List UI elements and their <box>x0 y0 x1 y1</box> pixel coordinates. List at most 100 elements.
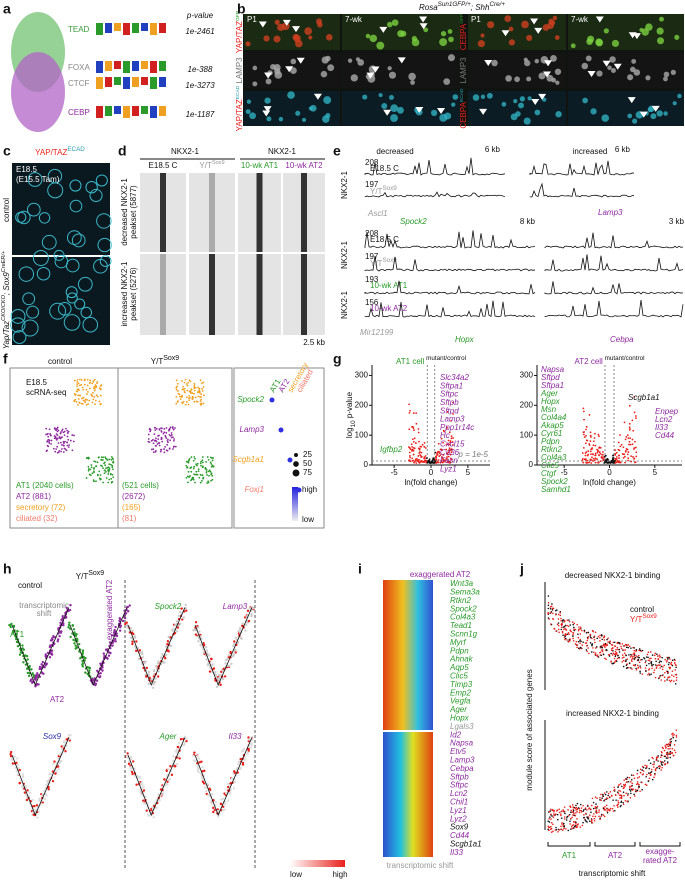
point <box>630 654 633 657</box>
cell-point <box>183 735 187 739</box>
point <box>552 617 554 620</box>
point <box>623 421 626 424</box>
cell-point <box>105 467 107 470</box>
cell <box>302 117 307 122</box>
cell-point <box>186 389 189 392</box>
cell-point <box>35 804 39 807</box>
arrowhead <box>264 72 273 79</box>
point <box>599 640 601 642</box>
cell-point <box>93 468 95 470</box>
cell-point <box>194 621 198 624</box>
cell-point <box>201 474 204 477</box>
cell-point <box>62 740 66 743</box>
cell <box>304 27 313 35</box>
point <box>639 672 642 674</box>
arrowhead <box>595 16 604 23</box>
cell-point <box>162 432 165 435</box>
cell-point <box>137 657 141 661</box>
point <box>587 450 590 453</box>
point <box>642 773 645 775</box>
point <box>598 809 600 811</box>
label: exagge- <box>646 847 675 856</box>
cell-point <box>109 463 112 466</box>
cell-point <box>15 770 18 773</box>
point <box>573 821 575 823</box>
label: AT1 cell mutant/control <box>396 355 466 366</box>
cell-point <box>193 465 196 468</box>
cell <box>362 94 368 100</box>
cell-point <box>193 386 196 388</box>
cell-point <box>244 629 247 632</box>
point <box>577 636 580 639</box>
point <box>609 807 612 810</box>
cell-point <box>145 809 148 812</box>
logo-letter <box>114 61 121 69</box>
text-part: Sox9 <box>212 160 225 166</box>
cell <box>677 93 682 99</box>
cell-point <box>171 427 174 430</box>
cell-point <box>229 650 232 654</box>
point <box>627 437 630 440</box>
point <box>616 642 619 645</box>
label: Vegfa <box>450 697 471 706</box>
cell <box>32 250 49 267</box>
point <box>637 666 640 669</box>
cell-point <box>31 681 34 684</box>
point <box>584 819 587 821</box>
text-part: Sun1GFP/+ <box>438 1 471 8</box>
cell <box>27 172 43 187</box>
point <box>423 457 426 460</box>
cell-point <box>93 389 96 392</box>
point <box>612 457 614 459</box>
label: Akap5 <box>540 421 564 430</box>
point <box>447 455 450 458</box>
point <box>675 666 677 669</box>
label: Hc <box>440 431 450 440</box>
cell-point <box>152 442 155 445</box>
cell <box>389 94 394 100</box>
cell-point <box>167 438 169 441</box>
point <box>595 803 597 805</box>
cell-point <box>210 466 213 468</box>
arrowhead <box>542 71 551 78</box>
cell-point <box>152 683 155 686</box>
point <box>652 766 655 768</box>
cell-point <box>173 438 175 440</box>
point <box>445 457 448 460</box>
cell-point <box>10 758 13 761</box>
cell-point <box>107 466 110 469</box>
label: Wnt3a <box>450 579 474 588</box>
point <box>610 652 612 655</box>
cell-point <box>172 428 175 431</box>
cell-point <box>189 475 191 477</box>
point <box>606 810 609 812</box>
cell <box>555 80 560 85</box>
point <box>601 649 603 652</box>
point <box>650 673 652 675</box>
point <box>608 796 611 798</box>
point <box>661 746 664 749</box>
point <box>659 667 661 669</box>
cell-point <box>81 652 84 655</box>
cell-point <box>69 635 72 639</box>
cell-point <box>66 444 69 447</box>
cell-point <box>102 481 104 484</box>
point <box>594 631 597 634</box>
point <box>586 821 588 823</box>
cell-point <box>196 626 200 629</box>
point <box>605 461 607 464</box>
point <box>669 744 671 747</box>
label: Lamp3 <box>450 756 475 765</box>
cell-point <box>230 777 234 780</box>
point <box>635 655 638 657</box>
label: Spock2 <box>450 604 477 613</box>
cell-point <box>190 388 193 391</box>
point <box>601 650 604 653</box>
cell-point <box>180 607 183 610</box>
point <box>594 815 597 818</box>
point <box>647 659 650 662</box>
point <box>596 655 599 658</box>
cell-point <box>47 435 50 438</box>
point <box>446 426 448 429</box>
point <box>606 643 608 646</box>
